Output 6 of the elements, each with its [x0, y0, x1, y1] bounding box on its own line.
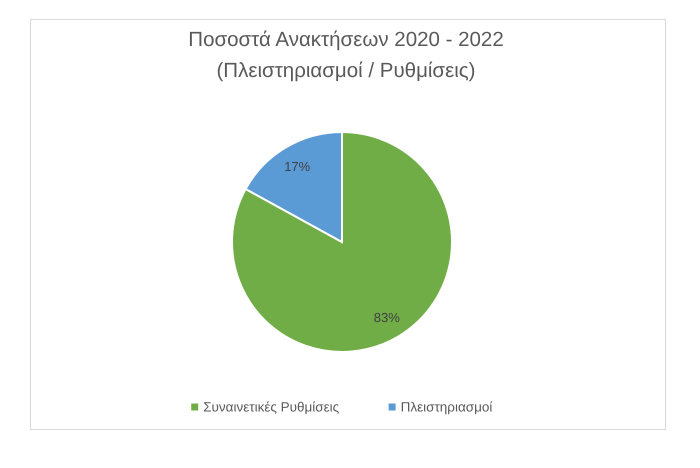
- chart-title: Ποσοστά Ανακτήσεων 2020 - 2022 (Πλειστηριασμοί / Ρυθμίσεις): [188, 28, 504, 82]
- legend-label: Πλειστηριασμοί: [400, 400, 492, 414]
- legend-label: Συναινετικές Ρυθμίσεις: [203, 400, 340, 414]
- data-label: 17%: [284, 158, 311, 174]
- pie-slice: [231, 131, 453, 353]
- data-label: 83%: [374, 310, 400, 326]
